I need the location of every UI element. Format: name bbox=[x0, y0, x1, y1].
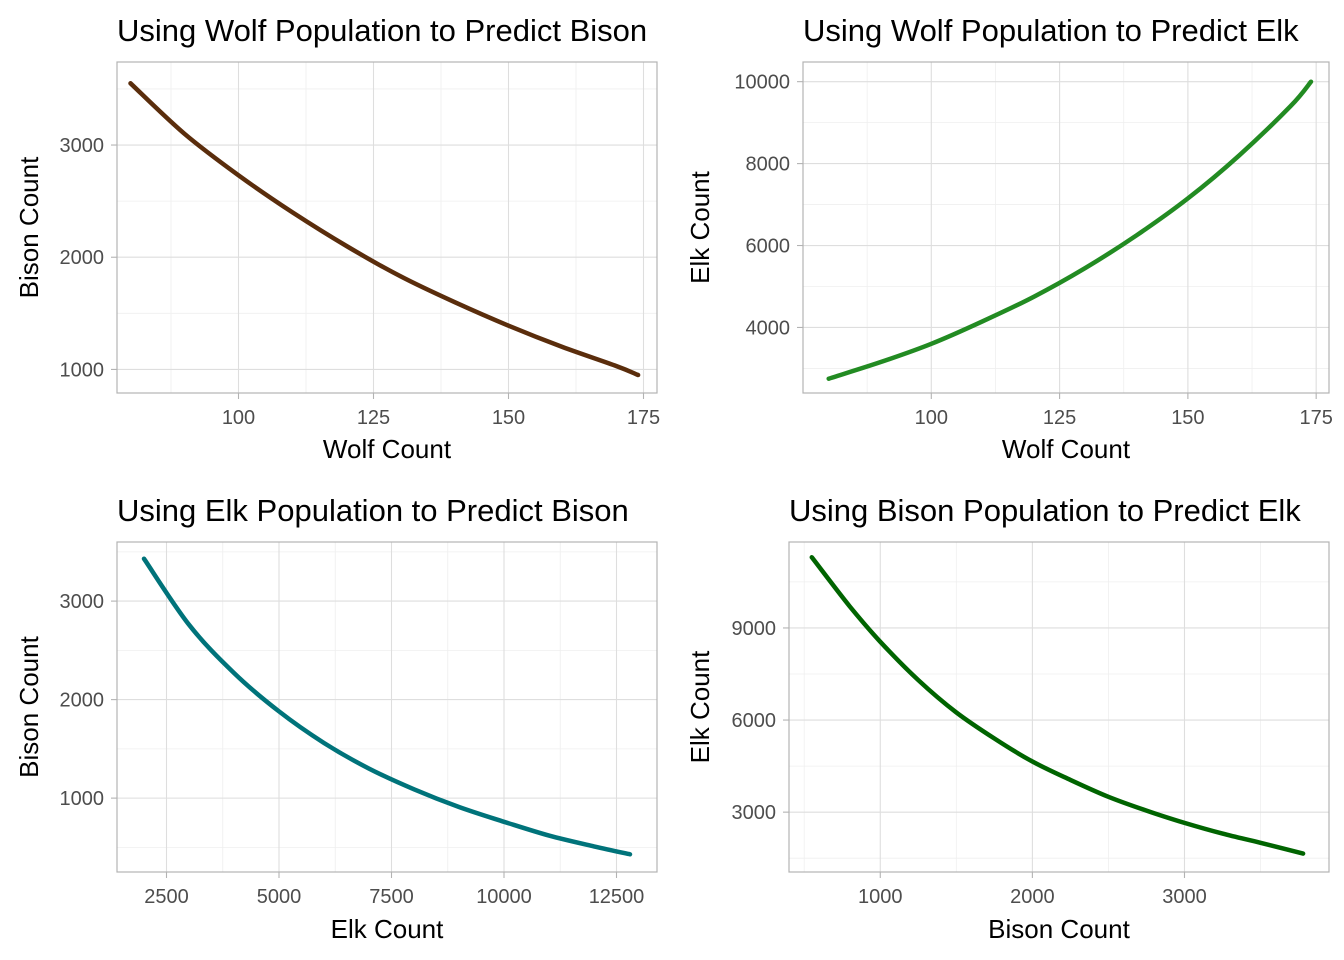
y-tick-label: 3000 bbox=[732, 802, 777, 824]
x-axis-title: Wolf Count bbox=[1002, 434, 1131, 464]
y-tick-label: 1000 bbox=[60, 359, 105, 381]
y-tick-label: 6000 bbox=[732, 710, 777, 732]
x-tick-label: 100 bbox=[222, 407, 255, 429]
chart-title: Using Bison Population to Predict Elk bbox=[789, 493, 1301, 528]
series-line bbox=[809, 555, 1306, 856]
y-tick-label: 10000 bbox=[734, 72, 790, 94]
y-axis-title: Elk Count bbox=[685, 170, 715, 283]
y-tick-label: 4000 bbox=[746, 317, 791, 339]
y-tick-label: 6000 bbox=[746, 236, 791, 258]
panel-border bbox=[116, 61, 658, 394]
x-tick-label: 1000 bbox=[858, 886, 903, 908]
x-tick-label: 2000 bbox=[1010, 886, 1055, 908]
x-tick-label: 125 bbox=[357, 407, 390, 429]
x-tick-label: 10000 bbox=[476, 886, 532, 908]
x-axis-title: Elk Count bbox=[331, 914, 444, 944]
y-axis-title: Bison Count bbox=[14, 635, 44, 777]
x-tick-label: 100 bbox=[915, 407, 948, 429]
x-tick-label: 12500 bbox=[589, 886, 645, 908]
chart-bison-elk: 1000 2000 3000 3000 6000 9000 Using Bison Popu… bbox=[685, 493, 1330, 944]
x-tick-label: 150 bbox=[1171, 407, 1204, 429]
x-tick-label: 2500 bbox=[144, 886, 189, 908]
y-tick-label: 8000 bbox=[746, 154, 791, 176]
y-tick-label: 9000 bbox=[732, 618, 777, 640]
chart-title: Using Elk Population to Predict Bison bbox=[117, 493, 629, 528]
panel-border bbox=[116, 541, 658, 873]
x-axis-title: Bison Count bbox=[988, 914, 1130, 944]
x-tick-label: 150 bbox=[492, 407, 525, 429]
x-tick-label: 7500 bbox=[369, 886, 414, 908]
x-tick-label: 175 bbox=[627, 407, 660, 429]
chart-title: Using Wolf Population to Predict Elk bbox=[803, 13, 1299, 48]
y-tick-label: 2000 bbox=[60, 247, 105, 269]
series-line bbox=[826, 79, 1314, 381]
x-axis-title: Wolf Count bbox=[323, 434, 452, 464]
series-line bbox=[128, 81, 641, 378]
x-tick-label: 5000 bbox=[257, 886, 302, 908]
y-tick-label: 3000 bbox=[60, 135, 105, 157]
series-line bbox=[141, 556, 633, 857]
x-tick-label: 125 bbox=[1043, 407, 1076, 429]
y-tick-label: 1000 bbox=[60, 788, 105, 810]
chart-wolf-elk: 100 125 150 175 4000 6000 8000 10000 Using Wolf … bbox=[685, 13, 1333, 464]
chart-wolf-bison: 100 125 150 175 1000 2000 3000 Using Wolf Popul… bbox=[14, 13, 660, 464]
panel-border bbox=[788, 541, 1330, 873]
y-axis-title: Bison Count bbox=[14, 156, 44, 298]
y-tick-label: 2000 bbox=[60, 690, 105, 712]
x-tick-label: 175 bbox=[1299, 407, 1332, 429]
panel-border bbox=[802, 61, 1330, 394]
y-tick-label: 3000 bbox=[60, 591, 105, 613]
x-tick-label: 3000 bbox=[1162, 886, 1207, 908]
chart-elk-bison: 2500 5000 7500 10000 12500 1000 2000 3000 Using … bbox=[14, 493, 658, 944]
chart-title: Using Wolf Population to Predict Bison bbox=[117, 13, 647, 48]
y-axis-title: Elk Count bbox=[685, 650, 715, 763]
